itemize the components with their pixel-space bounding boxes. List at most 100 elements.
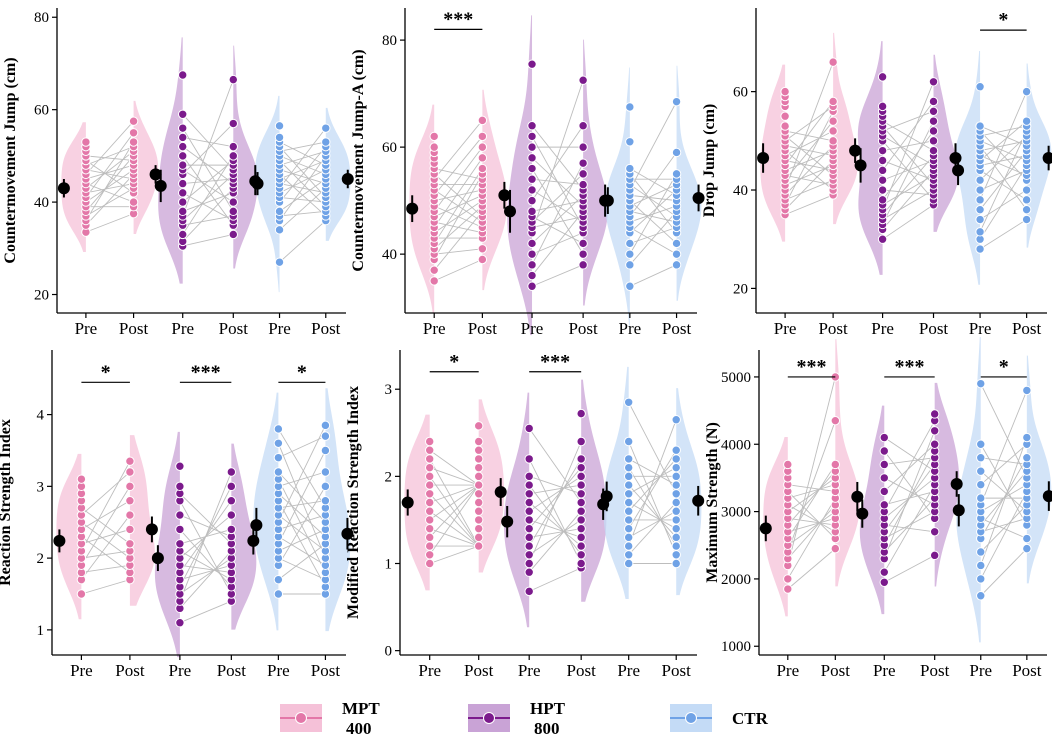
paired-line xyxy=(628,441,677,555)
paired-line xyxy=(628,449,677,529)
paired-line xyxy=(980,548,1028,597)
data-point xyxy=(477,153,488,163)
violin-half xyxy=(129,435,155,606)
data-point xyxy=(524,480,534,490)
paired-line xyxy=(980,383,1028,479)
mean-point xyxy=(154,179,167,192)
data-point xyxy=(524,586,534,597)
data-point xyxy=(879,500,889,510)
paired-line xyxy=(628,402,677,494)
paired-line xyxy=(882,125,934,186)
paired-line xyxy=(277,425,326,523)
violin-half xyxy=(409,104,435,313)
paired-line xyxy=(182,192,234,221)
paired-line xyxy=(882,135,934,166)
data-point xyxy=(877,185,888,195)
paired-line xyxy=(433,189,483,223)
legend-label: HPT xyxy=(530,699,566,718)
data-point xyxy=(780,86,790,97)
paired-line xyxy=(629,184,677,218)
data-point xyxy=(576,454,586,464)
paired-line xyxy=(629,194,677,202)
x-tick-label: Pre xyxy=(418,661,441,680)
paired-line xyxy=(81,579,131,595)
data-point xyxy=(623,532,634,543)
x-tick-label: Post xyxy=(1012,319,1042,338)
paired-line xyxy=(628,484,677,538)
data-point xyxy=(125,456,135,466)
x-tick-label: Post xyxy=(821,661,851,680)
paired-line xyxy=(883,420,936,512)
data-point xyxy=(125,467,135,477)
chart-panel: ***20406080PrePostPrePostPrePostCounterm… xyxy=(2,8,354,338)
paired-line xyxy=(980,491,1028,580)
paired-line xyxy=(979,130,1027,181)
data-point xyxy=(477,115,488,126)
data-point xyxy=(576,408,586,419)
violin-half xyxy=(859,405,885,615)
data-point xyxy=(226,481,237,492)
y-tick-label: 2 xyxy=(37,551,45,567)
paired-line xyxy=(528,467,582,529)
data-point xyxy=(76,474,87,484)
legend-label-sub: 800 xyxy=(534,719,560,738)
data-point xyxy=(828,136,838,146)
data-point xyxy=(474,480,484,490)
data-point xyxy=(527,153,537,163)
y-tick-label: 40 xyxy=(733,183,748,199)
data-point xyxy=(975,214,985,225)
paired-line xyxy=(278,536,326,566)
data-point xyxy=(1021,214,1032,225)
paired-line xyxy=(179,528,232,545)
legend-label: MPT xyxy=(342,699,380,718)
data-point xyxy=(576,532,586,543)
data-point xyxy=(273,452,284,463)
violin-half xyxy=(158,37,183,284)
data-point xyxy=(527,163,537,174)
paired-line xyxy=(529,484,582,495)
paired-line xyxy=(278,435,326,459)
paired-line xyxy=(182,79,234,217)
data-point xyxy=(527,206,537,217)
data-point xyxy=(877,165,888,176)
data-point xyxy=(474,497,484,508)
paired-line xyxy=(85,187,134,217)
data-point xyxy=(425,532,435,543)
mean-point xyxy=(498,189,511,202)
paired-line xyxy=(628,510,677,538)
data-point xyxy=(625,260,635,270)
data-point xyxy=(879,473,889,483)
violin-half xyxy=(133,100,159,234)
paired-line xyxy=(531,216,584,228)
paired-line xyxy=(784,165,834,186)
paired-line xyxy=(531,264,584,287)
data-point xyxy=(1021,185,1032,195)
paired-line xyxy=(85,183,134,203)
data-point xyxy=(928,116,939,126)
chart-panel: *** 40 60 80 Pre Post Pre Post Pre Post Countermov… xyxy=(350,8,705,338)
paired-line xyxy=(528,484,582,556)
paired-line xyxy=(182,155,234,235)
data-point xyxy=(828,116,838,126)
data-point xyxy=(228,229,238,240)
data-point xyxy=(524,567,534,577)
paired-line xyxy=(787,376,836,566)
data-point xyxy=(929,426,940,436)
violin-half xyxy=(760,64,786,242)
x-tick-label: Pre xyxy=(518,661,541,680)
data-point xyxy=(527,121,537,131)
data-point xyxy=(623,550,634,560)
data-point xyxy=(671,532,681,543)
data-point xyxy=(1022,453,1032,463)
data-point xyxy=(228,74,238,85)
data-point xyxy=(425,541,435,551)
mean-point xyxy=(952,504,965,517)
data-point xyxy=(671,489,681,499)
data-point xyxy=(623,471,634,482)
violin-half xyxy=(56,453,82,620)
paired-line xyxy=(528,475,582,512)
data-point xyxy=(477,163,488,174)
data-point xyxy=(474,523,484,534)
data-point xyxy=(671,550,681,560)
paired-line xyxy=(980,470,1028,512)
